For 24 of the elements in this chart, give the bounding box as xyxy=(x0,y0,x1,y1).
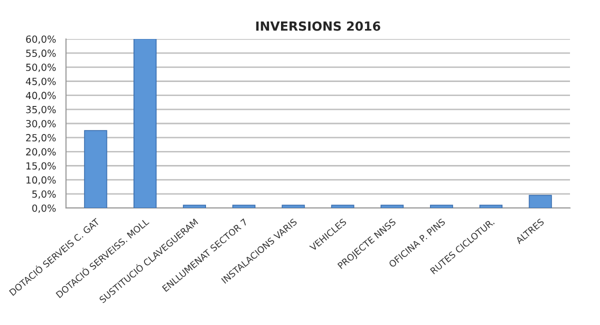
y-tick-label: 50,0% xyxy=(26,64,56,72)
y-tick-label: 10,0% xyxy=(26,176,56,185)
bar xyxy=(528,194,552,208)
bar xyxy=(84,130,108,208)
bar xyxy=(380,204,404,208)
bar xyxy=(282,204,305,208)
y-tick-label: 60,0% xyxy=(26,35,56,44)
y-tick-label: 20,0% xyxy=(26,148,56,156)
chart-title: INVERSIONS 2016 xyxy=(256,21,380,31)
y-tick-label: 55,0% xyxy=(26,50,56,58)
y-tick-label: 15,0% xyxy=(26,162,56,171)
y-tick-label: 5,0% xyxy=(32,190,56,199)
bar xyxy=(182,204,206,208)
bar xyxy=(430,204,454,208)
y-tick-label: 25,0% xyxy=(26,134,56,142)
y-tick-label: 45,0% xyxy=(26,78,56,86)
bar xyxy=(134,39,157,208)
bar xyxy=(232,204,256,208)
bar xyxy=(331,204,354,208)
y-tick-label: 30,0% xyxy=(26,120,56,128)
y-tick-label: 40,0% xyxy=(26,92,56,100)
bar xyxy=(479,204,502,208)
y-tick-label: 35,0% xyxy=(26,106,56,114)
y-tick-label: 0,0% xyxy=(32,204,56,213)
